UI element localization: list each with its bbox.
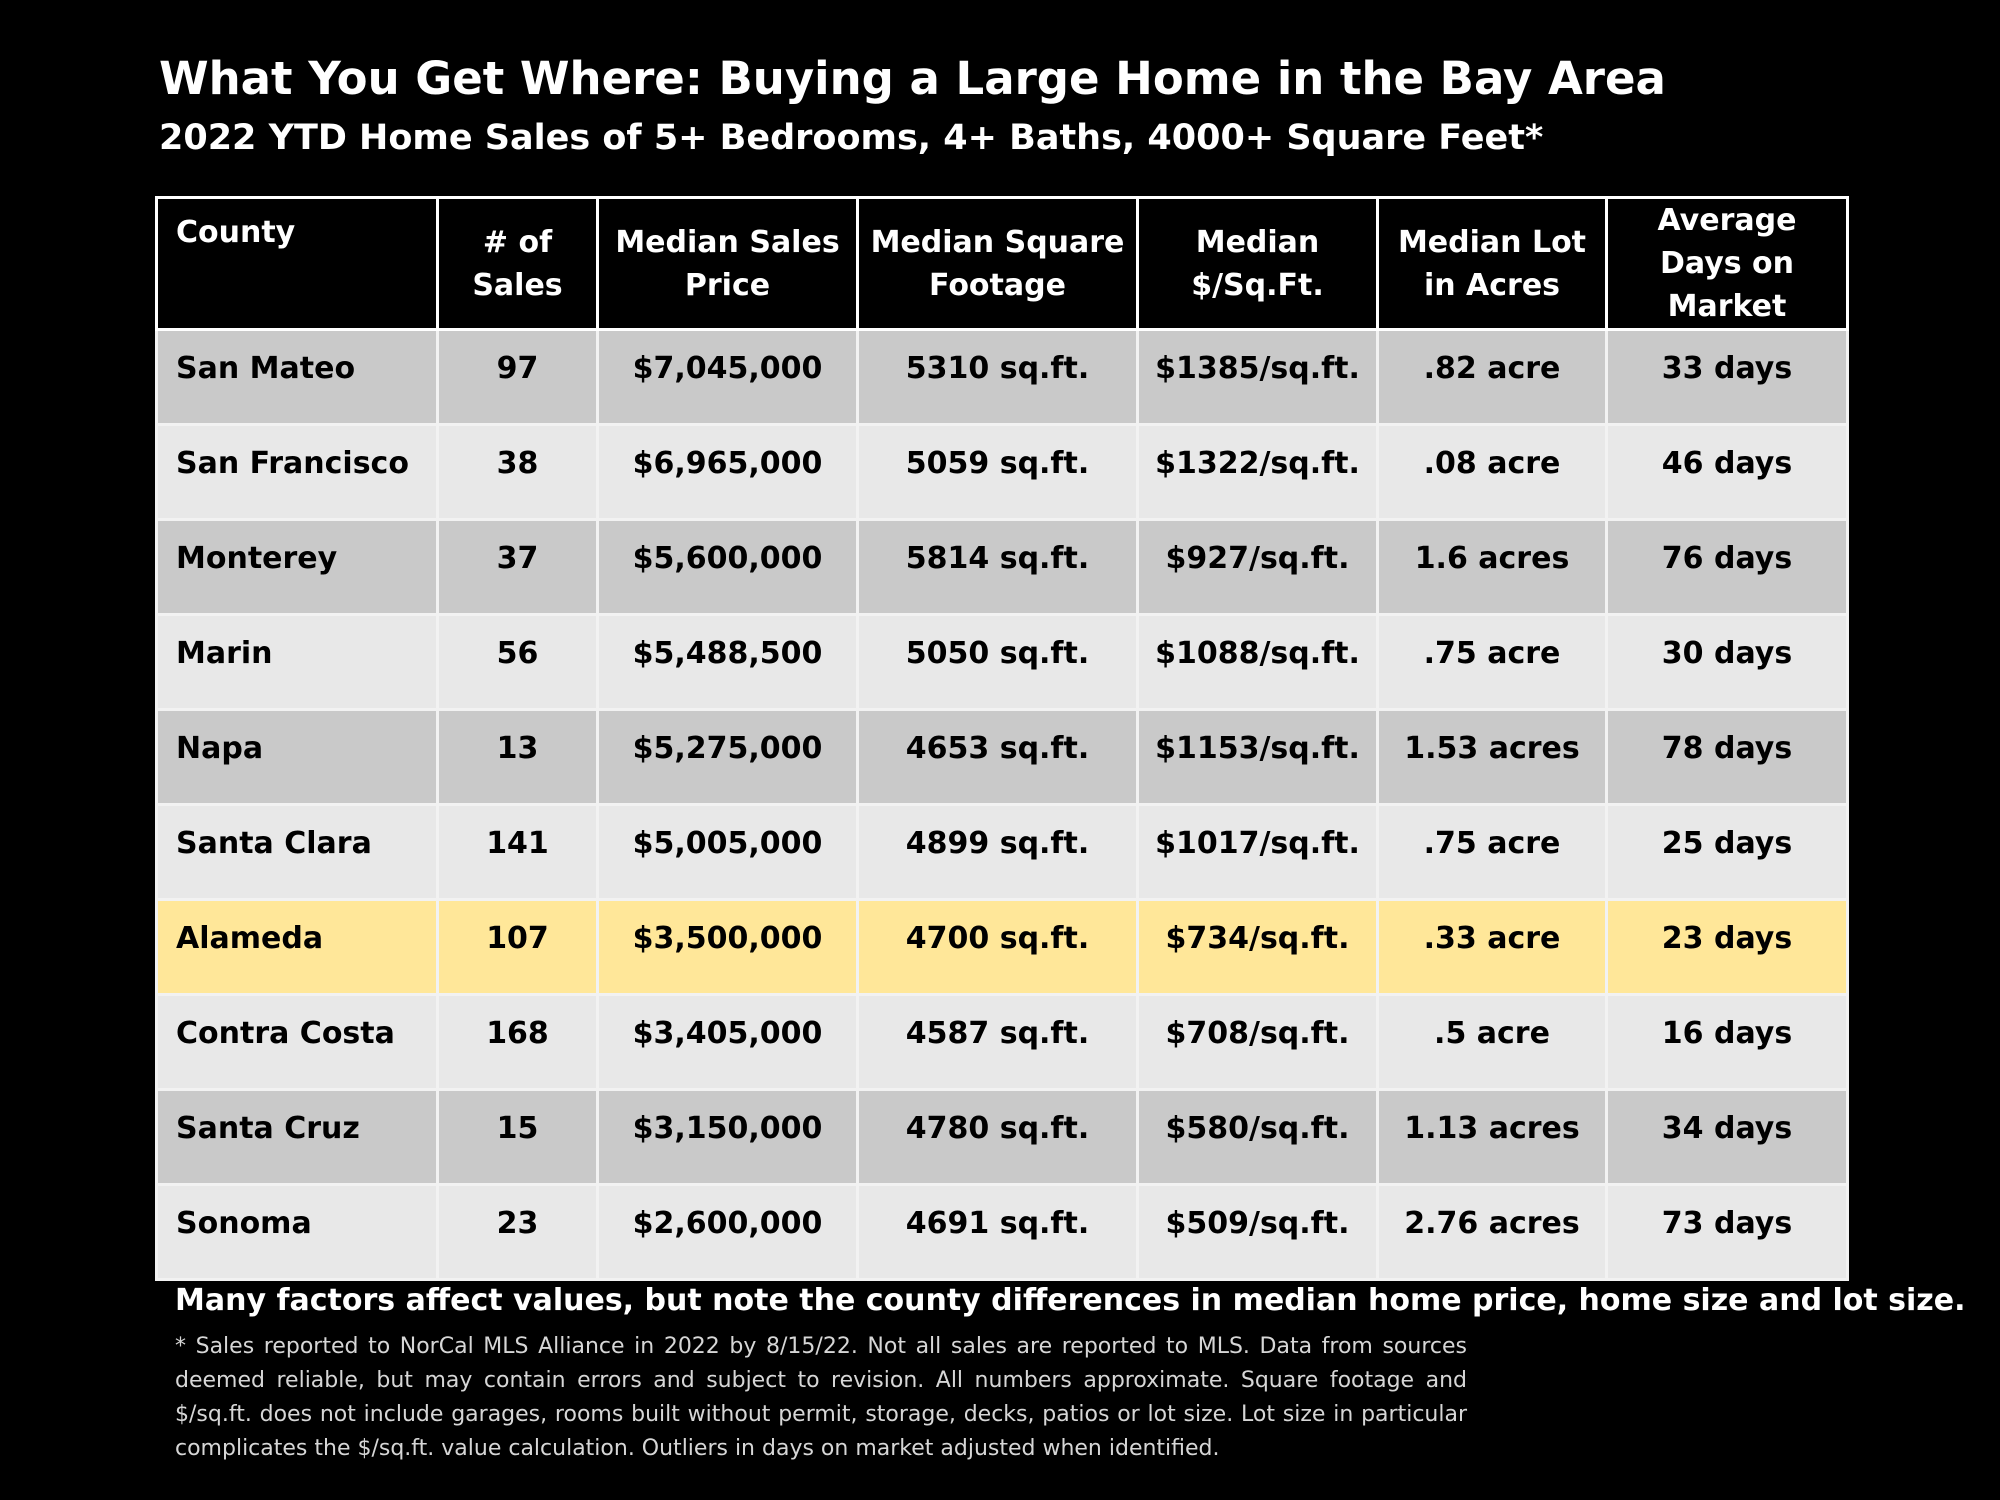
cell-days: 78 days xyxy=(1605,708,1849,806)
cell-days: 73 days xyxy=(1605,1183,1849,1281)
cell-sales: 38 xyxy=(436,423,599,521)
cell-price: $2,600,000 xyxy=(596,1183,859,1281)
column-header-sqft: Median Square Footage xyxy=(856,196,1139,331)
cell-sqft: 4780 sq.ft. xyxy=(856,1088,1139,1186)
cell-sqft: 4700 sq.ft. xyxy=(856,898,1139,996)
cell-sales: 23 xyxy=(436,1183,599,1281)
table-row: Napa 13 $5,275,000 4653 sq.ft. $1153/sq.ft. 1… xyxy=(155,708,1849,806)
cell-county: Santa Cruz xyxy=(155,1088,439,1186)
table-row: Monterey 37 $5,600,000 5814 sq.ft. $927/sq.f… xyxy=(155,518,1849,616)
table-row: San Mateo 97 $7,045,000 5310 sq.ft. $1385/sq… xyxy=(155,328,1849,426)
cell-per-sqft: $580/sq.ft. xyxy=(1136,1088,1379,1186)
sales-table: County # of Sales Median Sales Price Med… xyxy=(155,196,1849,1281)
cell-per-sqft: $1088/sq.ft. xyxy=(1136,613,1379,711)
cell-price: $7,045,000 xyxy=(596,328,859,426)
summary-note: Many factors affect values, but note the… xyxy=(175,1283,1966,1318)
column-header-per-sqft: Median $/Sq.Ft. xyxy=(1136,196,1379,331)
cell-county: Santa Clara xyxy=(155,803,439,901)
cell-sqft: 5814 sq.ft. xyxy=(856,518,1139,616)
cell-county: Sonoma xyxy=(155,1183,439,1281)
cell-per-sqft: $1385/sq.ft. xyxy=(1136,328,1379,426)
page-subtitle: 2022 YTD Home Sales of 5+ Bedrooms, 4+ B… xyxy=(159,118,1544,158)
cell-sales: 56 xyxy=(436,613,599,711)
page-title: What You Get Where: Buying a Large Home … xyxy=(159,52,1666,105)
cell-sales: 97 xyxy=(436,328,599,426)
cell-per-sqft: $734/sq.ft. xyxy=(1136,898,1379,996)
table-body: San Mateo 97 $7,045,000 5310 sq.ft. $1385/sq… xyxy=(155,328,1849,1281)
cell-days: 46 days xyxy=(1605,423,1849,521)
cell-sqft: 5310 sq.ft. xyxy=(856,328,1139,426)
cell-days: 25 days xyxy=(1605,803,1849,901)
cell-sales: 37 xyxy=(436,518,599,616)
cell-county: San Mateo xyxy=(155,328,439,426)
column-header-lot: Median Lot in Acres xyxy=(1376,196,1608,331)
cell-sqft: 4691 sq.ft. xyxy=(856,1183,1139,1281)
column-header-sales: # of Sales xyxy=(436,196,599,331)
cell-lot: .08 acre xyxy=(1376,423,1608,521)
cell-lot: 1.13 acres xyxy=(1376,1088,1608,1186)
cell-lot: .75 acre xyxy=(1376,803,1608,901)
cell-county: Alameda xyxy=(155,898,439,996)
cell-lot: 1.53 acres xyxy=(1376,708,1608,806)
cell-price: $5,600,000 xyxy=(596,518,859,616)
cell-sales: 107 xyxy=(436,898,599,996)
cell-days: 16 days xyxy=(1605,993,1849,1091)
cell-per-sqft: $1017/sq.ft. xyxy=(1136,803,1379,901)
cell-price: $5,275,000 xyxy=(596,708,859,806)
cell-lot: 1.6 acres xyxy=(1376,518,1608,616)
cell-days: 34 days xyxy=(1605,1088,1849,1186)
footnote: * Sales reported to NorCal MLS Alliance … xyxy=(175,1334,1467,1461)
cell-per-sqft: $708/sq.ft. xyxy=(1136,993,1379,1091)
table-row: Santa Clara 141 $5,005,000 4899 sq.ft. $1017… xyxy=(155,803,1849,901)
table-row: San Francisco 38 $6,965,000 5059 sq.ft. $132… xyxy=(155,423,1849,521)
cell-per-sqft: $509/sq.ft. xyxy=(1136,1183,1379,1281)
cell-sales: 15 xyxy=(436,1088,599,1186)
cell-county: Contra Costa xyxy=(155,993,439,1091)
table-row: Santa Cruz 15 $3,150,000 4780 sq.ft. $580/sq… xyxy=(155,1088,1849,1186)
compass-logo-text: COMPASS xyxy=(1498,1383,1916,1458)
cell-county: Napa xyxy=(155,708,439,806)
column-header-days: Average Days on Market xyxy=(1605,196,1849,331)
compass-logo: COMPASS xyxy=(1498,1383,1916,1458)
table-row: Marin 56 $5,488,500 5050 sq.ft. $1088/sq.ft.… xyxy=(155,613,1849,711)
cell-price: $5,488,500 xyxy=(596,613,859,711)
cell-sqft: 5050 sq.ft. xyxy=(856,613,1139,711)
cell-days: 30 days xyxy=(1605,613,1849,711)
table-header-row: County # of Sales Median Sales Price Med… xyxy=(155,196,1849,331)
cell-sqft: 4899 sq.ft. xyxy=(856,803,1139,901)
cell-per-sqft: $1153/sq.ft. xyxy=(1136,708,1379,806)
cell-days: 23 days xyxy=(1605,898,1849,996)
table-row: Contra Costa 168 $3,405,000 4587 sq.ft. $708… xyxy=(155,993,1849,1091)
cell-lot: .33 acre xyxy=(1376,898,1608,996)
column-header-county: County xyxy=(155,196,439,331)
table-row: Sonoma 23 $2,600,000 4691 sq.ft. $509/sq.ft.… xyxy=(155,1183,1849,1281)
cell-county: Marin xyxy=(155,613,439,711)
cell-lot: .5 acre xyxy=(1376,993,1608,1091)
cell-price: $3,150,000 xyxy=(596,1088,859,1186)
cell-price: $3,405,000 xyxy=(596,993,859,1091)
cell-per-sqft: $927/sq.ft. xyxy=(1136,518,1379,616)
cell-price: $6,965,000 xyxy=(596,423,859,521)
cell-sales: 141 xyxy=(436,803,599,901)
cell-days: 33 days xyxy=(1605,328,1849,426)
cell-per-sqft: $1322/sq.ft. xyxy=(1136,423,1379,521)
table-row: Alameda 107 $3,500,000 4700 sq.ft. $734/sq.f… xyxy=(155,898,1849,996)
cell-days: 76 days xyxy=(1605,518,1849,616)
cell-sales: 13 xyxy=(436,708,599,806)
column-header-price: Median Sales Price xyxy=(596,196,859,331)
cell-county: Monterey xyxy=(155,518,439,616)
cell-county: San Francisco xyxy=(155,423,439,521)
cell-lot: .82 acre xyxy=(1376,328,1608,426)
cell-price: $5,005,000 xyxy=(596,803,859,901)
cell-price: $3,500,000 xyxy=(596,898,859,996)
cell-lot: 2.76 acres xyxy=(1376,1183,1608,1281)
cell-lot: .75 acre xyxy=(1376,613,1608,711)
cell-sqft: 4587 sq.ft. xyxy=(856,993,1139,1091)
cell-sqft: 5059 sq.ft. xyxy=(856,423,1139,521)
cell-sales: 168 xyxy=(436,993,599,1091)
cell-sqft: 4653 sq.ft. xyxy=(856,708,1139,806)
